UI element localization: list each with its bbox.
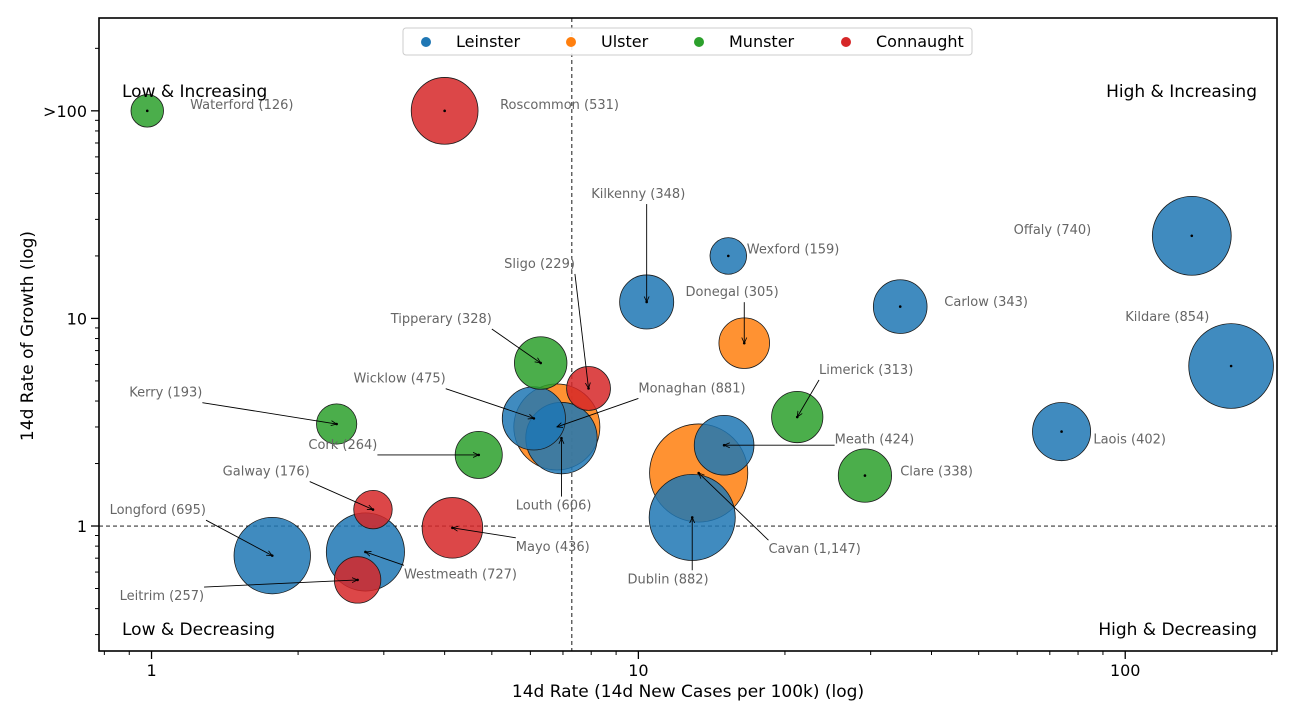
- label-louth: Louth (606): [516, 499, 592, 514]
- y-tick-label: 10: [67, 309, 87, 328]
- bubble-center-offaly: [1190, 234, 1194, 238]
- quadrant-bottom-right: High & Decreasing: [1098, 620, 1257, 640]
- label-donegal: Donegal (305): [686, 285, 779, 300]
- legend-box: [402, 27, 973, 56]
- x-tick-label: 1: [146, 661, 156, 680]
- bubble-center-roscommon: [443, 109, 446, 113]
- label-cork: Cork (264): [308, 438, 377, 453]
- arrow-leitrim: [204, 580, 358, 588]
- plot-frame: [98, 17, 1278, 652]
- point-labels-layer: Waterford (126) Roscommon (531) Kilkenny (…: [110, 98, 1210, 604]
- y-tick-label: 1: [77, 517, 87, 536]
- annotation-arrows: [202, 204, 835, 588]
- arrow-limerick: [797, 379, 820, 417]
- bubble-center-waterford: [145, 109, 149, 113]
- bubble-center-carlow: [898, 305, 902, 308]
- arrow-westmeath: [365, 552, 405, 566]
- label-westmeath: Westmeath (727): [404, 567, 517, 582]
- label-mayo: Mayo (436): [516, 540, 590, 555]
- x-tick-label: 100: [1110, 661, 1141, 680]
- legend-marker-connaught: [841, 37, 851, 47]
- bubble-center-kildare: [1229, 364, 1233, 368]
- label-meath: Meath (424): [835, 432, 915, 447]
- label-offaly: Offaly (740): [1014, 223, 1092, 238]
- label-wexford: Wexford (159): [747, 243, 840, 258]
- quadrant-top-left: Low & Increasing: [122, 82, 267, 102]
- label-kildare: Kildare (854): [1125, 310, 1209, 325]
- label-galway: Galway (176): [223, 465, 310, 480]
- quadrant-top-right: High & Increasing: [1106, 82, 1257, 102]
- label-cavan: Cavan (1,147): [768, 542, 860, 557]
- arrow-tipperary: [491, 328, 541, 363]
- bubble-center-wexford: [726, 254, 730, 258]
- legend-label-ulster: Ulster: [601, 32, 649, 51]
- legend-label-connaught: Connaught: [876, 32, 964, 51]
- arrow-sligo: [574, 273, 589, 388]
- label-monaghan: Monaghan (881): [638, 381, 745, 396]
- x-tick-label: 10: [628, 661, 648, 680]
- arrow-galway: [309, 481, 373, 510]
- arrow-monaghan: [557, 398, 639, 427]
- bubble-center-laois: [1060, 430, 1063, 433]
- label-kilkenny: Kilkenny (348): [591, 187, 685, 202]
- label-clare: Clare (338): [900, 465, 973, 480]
- x-axis-label: 14d Rate (14d New Cases per 100k) (log): [512, 682, 864, 702]
- legend-label-munster: Munster: [729, 32, 795, 51]
- legend-marker-munster: [694, 37, 704, 47]
- arrow-kerry: [202, 402, 336, 424]
- label-tipperary: Tipperary (328): [390, 312, 492, 327]
- label-wicklow: Wicklow (475): [354, 372, 446, 387]
- quadrant-bottom-left: Low & Decreasing: [122, 620, 275, 640]
- label-waterford: Waterford (126): [190, 98, 293, 113]
- label-sligo: Sligo (229): [504, 257, 575, 272]
- bubbles-layer: [130, 77, 1274, 604]
- label-leitrim: Leitrim (257): [120, 589, 204, 604]
- legend: Leinster Ulster Munster Connaught: [402, 27, 973, 56]
- bubble-center-clare: [863, 474, 867, 477]
- arrow-cavan: [699, 473, 769, 541]
- quadrant-labels: Low & Increasing High & Increasing Low &…: [122, 82, 1257, 640]
- axes: 1 10 100 1 10 >100: [43, 17, 1278, 680]
- y-axis-label: 14d Rate of Growth (log): [18, 231, 38, 441]
- arrow-mayo: [452, 528, 516, 539]
- label-laois: Laois (402): [1093, 432, 1166, 447]
- label-limerick: Limerick (313): [819, 363, 913, 378]
- label-kerry: Kerry (193): [129, 386, 202, 401]
- legend-marker-ulster: [566, 37, 576, 47]
- label-dublin: Dublin (882): [628, 572, 709, 587]
- arrow-wicklow: [445, 388, 534, 419]
- y-tick-label: >100: [43, 102, 87, 121]
- label-carlow: Carlow (343): [944, 295, 1028, 310]
- label-longford: Longford (695): [110, 503, 206, 518]
- label-roscommon: Roscommon (531): [500, 98, 619, 113]
- arrow-longford: [205, 519, 272, 555]
- legend-marker-leinster: [421, 37, 431, 47]
- legend-label-leinster: Leinster: [456, 32, 521, 51]
